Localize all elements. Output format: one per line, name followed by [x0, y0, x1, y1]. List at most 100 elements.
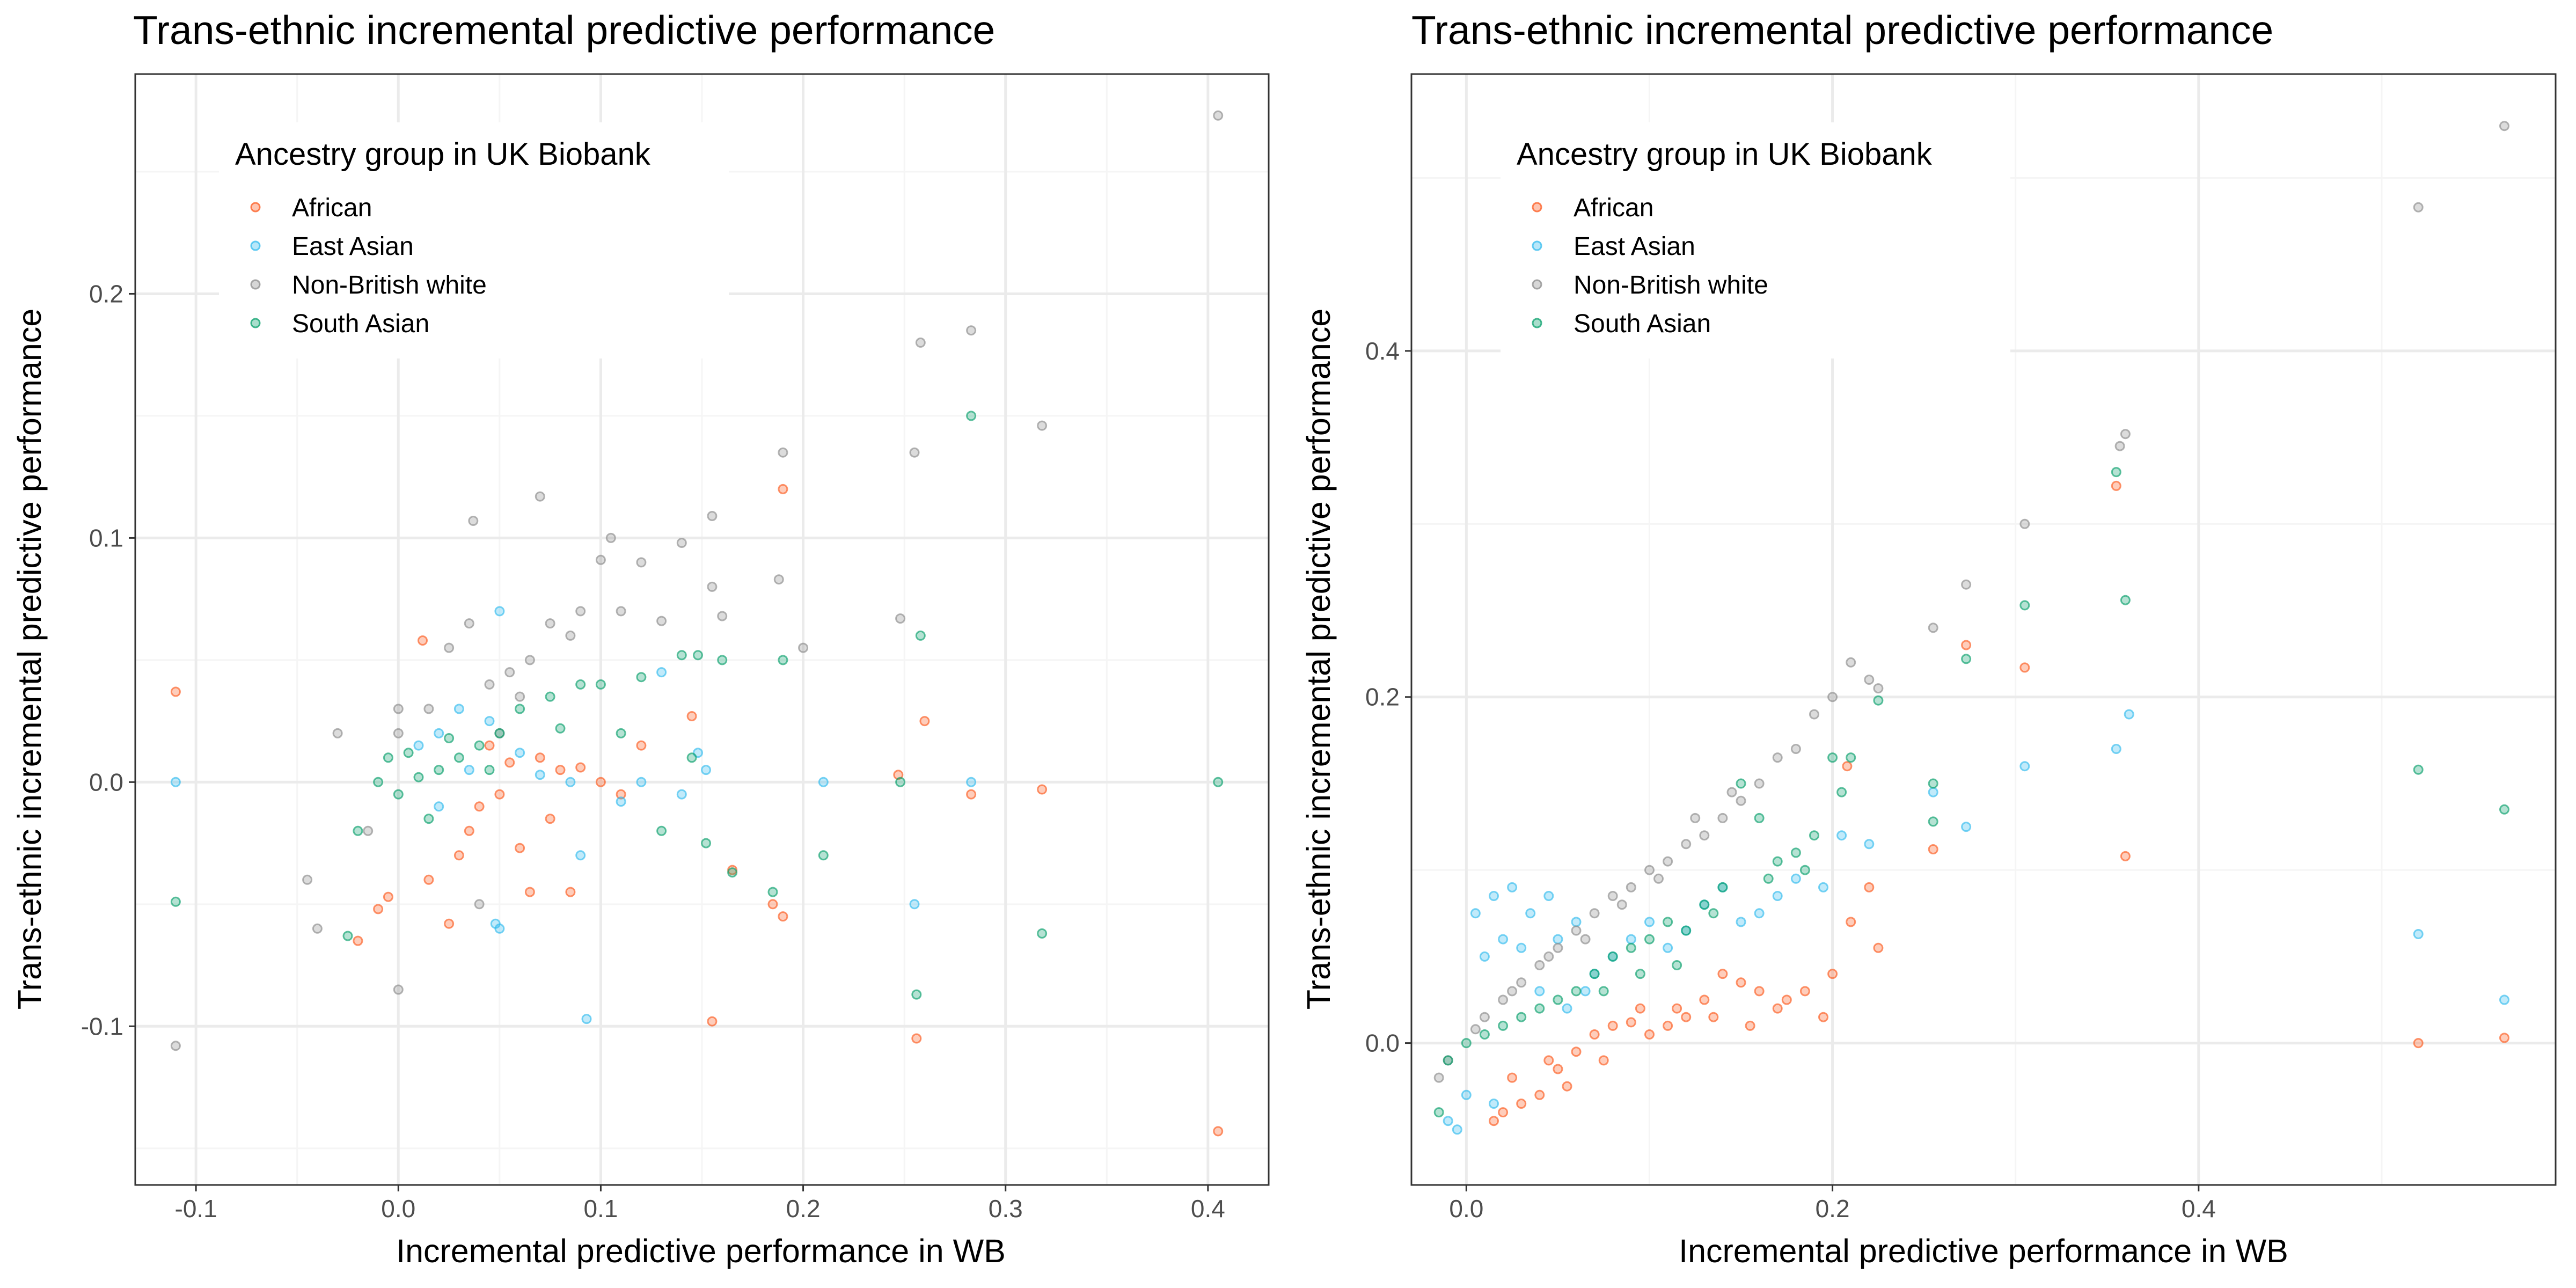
left-point-african — [474, 801, 485, 812]
right-point-south-asian — [1809, 830, 1819, 841]
left-point-south-asian — [423, 814, 434, 824]
right-point-south-asian — [1644, 934, 1655, 945]
left-legend-title: Ancestry group in UK Biobank — [235, 137, 651, 172]
left-legend-label-south-asian: South Asian — [292, 310, 429, 338]
left-point-african — [373, 904, 384, 914]
left-point-east-asian — [656, 667, 667, 678]
right-point-south-asian — [1598, 986, 1609, 997]
right-point-east-asian — [1534, 986, 1545, 997]
left-point-non-british-white — [504, 667, 515, 678]
right-point-east-asian — [1961, 822, 1972, 832]
left-y-tick-label: 0.0 — [89, 768, 123, 796]
right-point-south-asian — [1928, 816, 1938, 827]
right-point-non-british-white — [1681, 839, 1692, 850]
right-point-east-asian — [1452, 1124, 1462, 1135]
right-point-east-asian — [1663, 942, 1673, 953]
right-point-south-asian — [1961, 654, 1972, 664]
left-point-non-british-white — [656, 616, 667, 626]
left-point-non-british-white — [575, 606, 586, 617]
left-point-african — [545, 814, 555, 824]
left-point-african — [1037, 784, 1048, 795]
right-point-south-asian — [1699, 899, 1710, 910]
left-point-south-asian — [403, 748, 414, 758]
right-point-south-asian — [1461, 1038, 1472, 1049]
left-point-non-british-white — [468, 516, 479, 526]
right-point-non-british-white — [1543, 951, 1554, 962]
right-point-south-asian — [1836, 787, 1847, 797]
left-point-african — [555, 765, 566, 775]
left-point-south-asian — [373, 777, 384, 787]
right-point-south-asian — [1571, 986, 1582, 997]
left-legend-label-non-british-white: Non-British white — [292, 271, 487, 299]
right-point-african — [1873, 942, 1884, 953]
right-point-east-asian — [2111, 744, 2121, 754]
right-point-south-asian — [1763, 873, 1774, 884]
left-point-african — [767, 899, 778, 910]
right-point-south-asian — [1589, 969, 1600, 979]
left-panel-border — [134, 73, 1270, 1186]
left-point-south-asian — [170, 896, 181, 907]
left-point-east-asian — [818, 777, 829, 787]
left-point-non-british-white — [170, 1041, 181, 1051]
left-point-non-british-white — [595, 554, 606, 565]
right-legend-key-non-british-white — [1532, 279, 1542, 290]
left-point-east-asian — [434, 728, 444, 738]
left-x-tick-label: 0.4 — [1191, 1195, 1225, 1223]
left-point-non-british-white — [312, 923, 323, 934]
right-point-east-asian — [1928, 787, 1938, 797]
left-point-east-asian — [581, 1014, 592, 1024]
right-point-south-asian — [1846, 752, 1856, 763]
left-point-african — [453, 850, 464, 861]
right-point-south-asian — [2120, 595, 2131, 605]
right-point-non-british-white — [1616, 899, 1627, 910]
right-point-south-asian — [1607, 951, 1618, 962]
right-point-non-british-white — [1717, 813, 1728, 823]
right-legend-key-south-asian — [1532, 318, 1542, 328]
right-legend-background — [1501, 122, 2010, 358]
right-x-tick-label: 0.2 — [1816, 1195, 1850, 1223]
left-point-south-asian — [727, 867, 738, 878]
left-point-african — [707, 1016, 718, 1027]
right-x-tick-label: 0.4 — [2182, 1195, 2216, 1223]
right-legend-key-east-asian — [1532, 240, 1542, 251]
right-point-south-asian — [1433, 1107, 1444, 1118]
right-x-axis-title: Incremental predictive performance in WB — [1679, 1233, 2288, 1269]
left-point-south-asian — [686, 752, 697, 763]
left-panel: Trans-ethnic incremental predictive perf… — [11, 8, 1270, 1269]
left-point-non-british-white — [915, 337, 926, 348]
right-x-tick-label: 0.0 — [1449, 1195, 1483, 1223]
right-point-south-asian — [1626, 942, 1636, 953]
left-x-tick-label: -0.1 — [175, 1195, 217, 1223]
left-point-african — [353, 935, 363, 946]
right-y-tick-label: 0.2 — [1365, 683, 1400, 711]
left-y-tick-label: 0.2 — [89, 280, 123, 308]
left-legend-key-african — [250, 202, 261, 213]
right-point-east-asian — [1562, 1003, 1572, 1014]
left-point-south-asian — [545, 691, 555, 702]
right-point-african — [1607, 1020, 1618, 1031]
left-point-south-asian — [778, 655, 788, 665]
right-point-east-asian — [1525, 908, 1536, 919]
left-point-east-asian — [170, 777, 181, 787]
left-point-non-british-white — [363, 825, 374, 836]
left-point-south-asian — [676, 650, 687, 661]
right-point-south-asian — [1479, 1029, 1490, 1040]
left-legend-label-east-asian: East Asian — [292, 232, 414, 261]
left-point-african — [778, 911, 788, 922]
right-point-non-british-white — [1928, 623, 1938, 633]
right-point-south-asian — [1799, 865, 1810, 875]
right-point-african — [1699, 994, 1710, 1005]
right-point-african — [1644, 1029, 1655, 1040]
left-point-south-asian — [911, 989, 922, 1000]
right-y-tick-label: 0.4 — [1365, 337, 1400, 365]
left-legend-label-african: African — [292, 194, 372, 222]
left-point-south-asian — [575, 679, 586, 690]
right-point-south-asian — [2111, 467, 2121, 478]
left-point-non-british-white — [393, 704, 404, 714]
left-point-non-british-white — [636, 557, 647, 568]
right-point-non-british-white — [1827, 692, 1838, 702]
right-point-non-british-white — [2120, 429, 2131, 440]
right-point-african — [1681, 1012, 1692, 1022]
right-point-south-asian — [1928, 778, 1938, 789]
